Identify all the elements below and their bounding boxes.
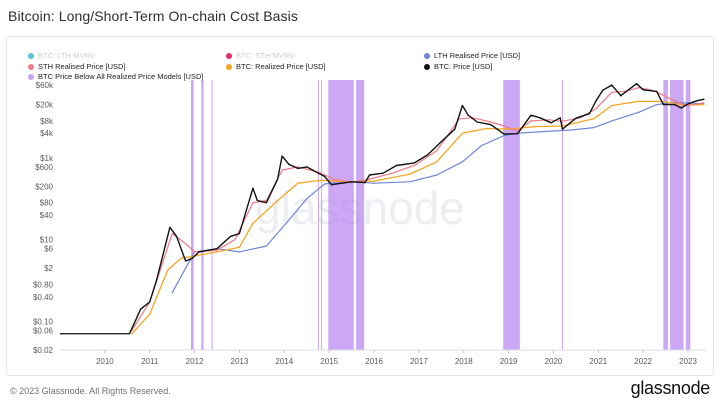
copyright-text: © 2023 Glassnode. All Rights Reserved. [10,386,171,396]
legend-label: BTC: Price [USD] [434,62,493,71]
legend-dot-icon [28,74,34,80]
legend-dot-icon [226,53,232,59]
legend-dot-icon [226,64,232,70]
legend-item-lth-realised-price[interactable]: LTH Realised Price [USD] [424,51,520,61]
legend-item-lth-mvrv[interactable]: BTC: LTH-MVRV [28,51,95,61]
chart-frame [6,36,714,376]
brand-logo[interactable]: glassnode [630,378,711,398]
chart-legend: BTC: LTH-MVRV BTC: STH-MVRV LTH Realised… [28,51,718,87]
legend-item-sth-mvrv[interactable]: BTC: STH-MVRV [226,51,294,61]
legend-dot-icon [28,53,34,59]
legend-item-btc-price[interactable]: BTC: Price [USD] [424,62,492,72]
legend-dot-icon [424,64,430,70]
legend-item-realized-price[interactable]: BTC: Realized Price [USD] [226,62,326,72]
legend-label: BTC: Realized Price [USD] [236,62,326,71]
legend-label: BTC: STH-MVRV [236,51,295,60]
legend-label: BTC Price Below All Realized Price Model… [38,72,204,81]
legend-dot-icon [424,53,430,59]
legend-dot-icon [28,64,34,70]
legend-label: STH Realised Price [USD] [38,62,126,71]
legend-item-sth-realised-price[interactable]: STH Realised Price [USD] [28,62,126,72]
chart-title: Bitcoin: Long/Short-Term On-chain Cost B… [8,8,298,24]
legend-item-below-all-models[interactable]: BTC Price Below All Realized Price Model… [28,72,203,82]
legend-label: LTH Realised Price [USD] [434,51,521,60]
legend-label: BTC: LTH-MVRV [38,51,95,60]
